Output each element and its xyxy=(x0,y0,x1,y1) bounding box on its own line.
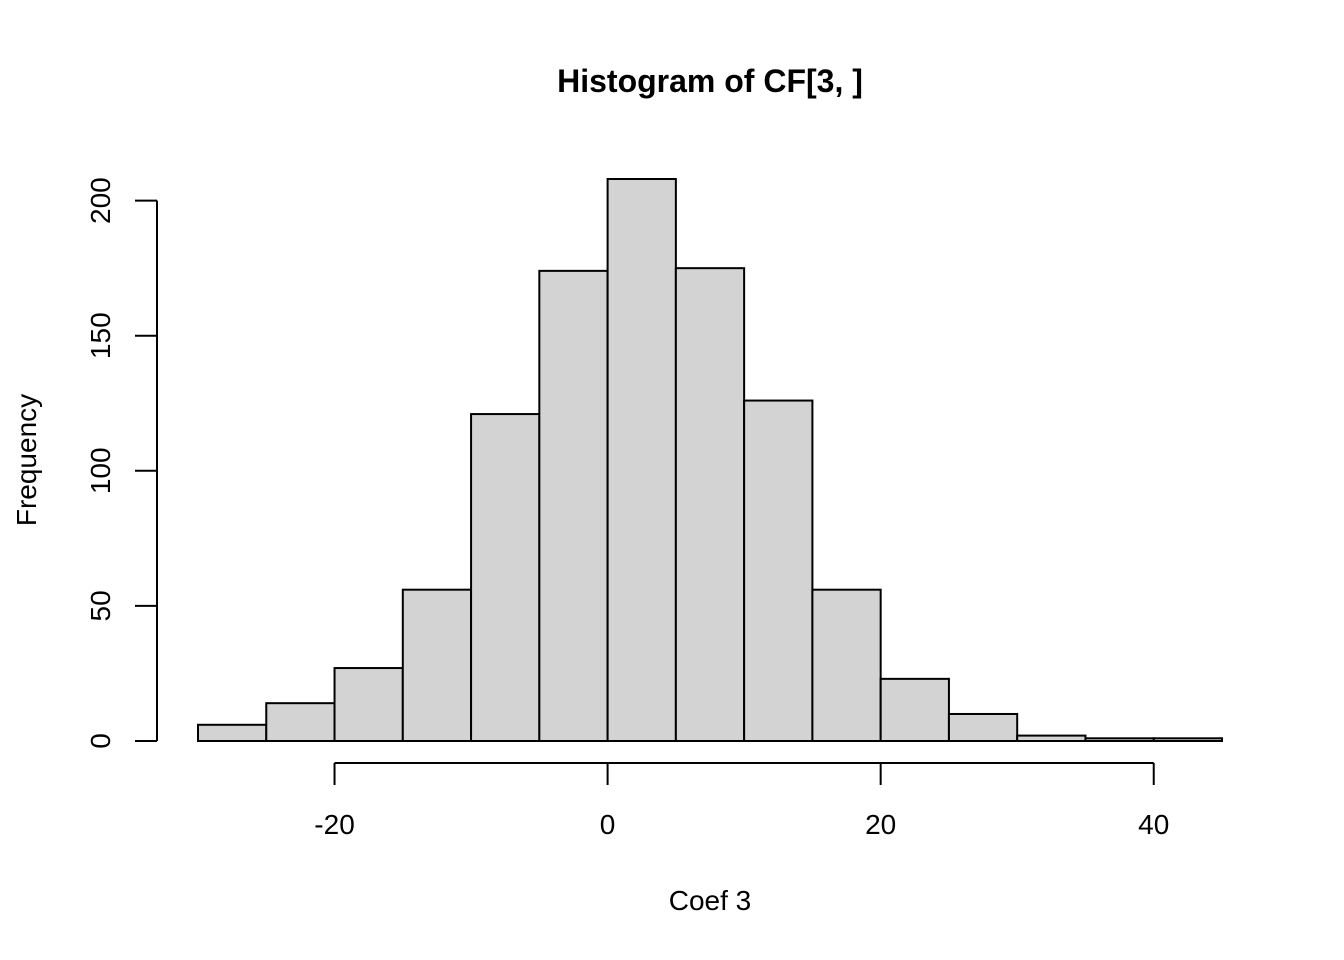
x-tick-label: -20 xyxy=(314,809,354,840)
histogram-bar xyxy=(197,723,268,742)
histogram-bar xyxy=(401,588,473,743)
bars-group xyxy=(197,178,1223,743)
y-axis: 0 50 100 150 200 xyxy=(85,177,158,749)
histogram-bar xyxy=(947,712,1019,743)
histogram-bar xyxy=(1084,737,1155,743)
y-tick-label: 200 xyxy=(85,177,116,224)
x-tick-label: 0 xyxy=(600,809,616,840)
x-axis: -20 0 20 40 xyxy=(314,762,1169,840)
x-axis-label: Coef 3 xyxy=(669,885,752,916)
x-tick-label: 40 xyxy=(1138,809,1169,840)
histogram-bar xyxy=(674,267,746,742)
chart-title: Histogram of CF[3, ] xyxy=(557,63,863,99)
histogram-bar xyxy=(538,269,609,742)
histogram-bar xyxy=(606,178,677,742)
x-tick-label: 20 xyxy=(865,809,896,840)
histogram-bar xyxy=(879,677,950,743)
histogram-bar xyxy=(333,667,404,743)
histogram-bar xyxy=(743,399,814,742)
y-tick-label: 100 xyxy=(85,447,116,494)
y-tick-label: 0 xyxy=(85,733,116,749)
histogram-bar xyxy=(1152,737,1223,743)
histogram-bar xyxy=(811,588,882,743)
y-tick-label: 150 xyxy=(85,312,116,359)
y-tick-label: 50 xyxy=(85,590,116,621)
histogram-bar xyxy=(265,702,336,743)
histogram-bar xyxy=(470,413,541,742)
histogram-bar xyxy=(1016,734,1087,742)
y-axis-label: Frequency xyxy=(11,394,42,526)
